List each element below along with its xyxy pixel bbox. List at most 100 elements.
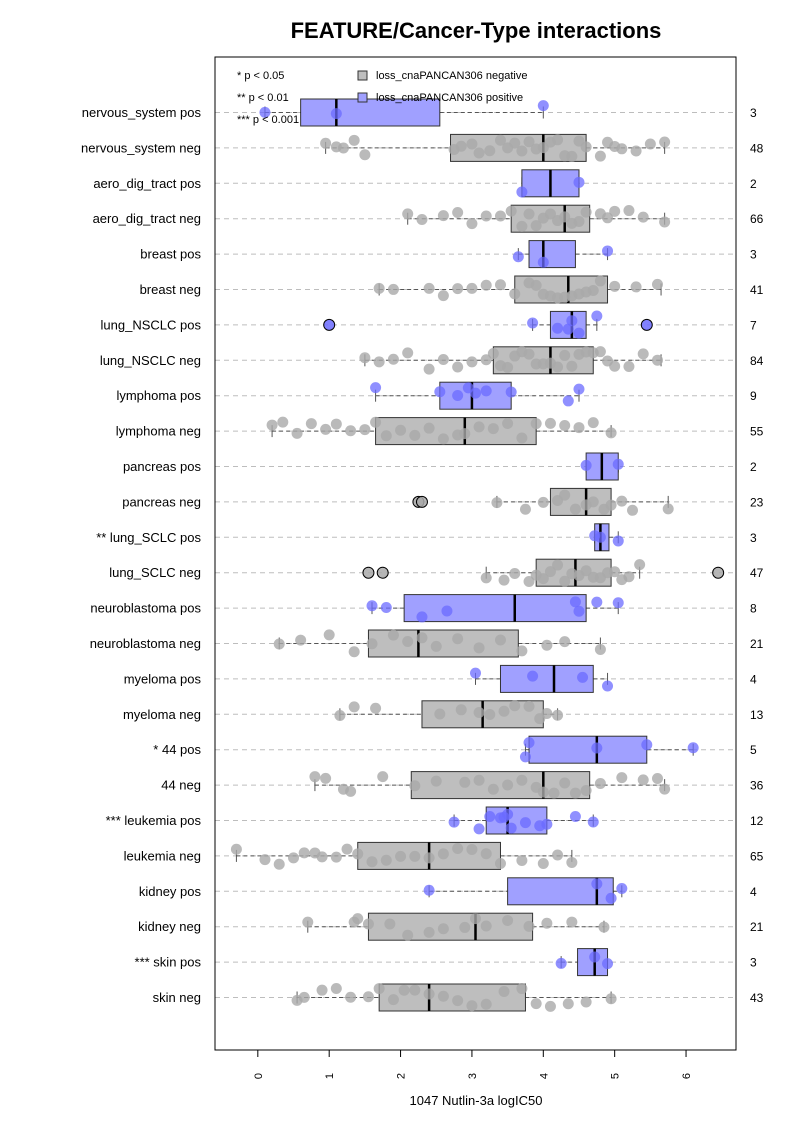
- count-label: 41: [750, 283, 764, 297]
- data-point: [337, 142, 349, 154]
- data-point: [587, 816, 599, 828]
- data-point: [537, 858, 549, 870]
- data-point: [609, 360, 621, 372]
- data-point: [494, 134, 506, 146]
- data-point: [434, 386, 446, 398]
- data-point: [466, 1000, 478, 1012]
- x-tick-label: 1: [324, 1073, 336, 1079]
- x-axis-label: 1047 Nutlin-3a logIC50: [410, 1093, 543, 1108]
- data-point: [309, 771, 321, 783]
- box: [300, 98, 441, 127]
- data-point: [552, 361, 564, 373]
- row-label: breast neg: [140, 282, 201, 297]
- count-label: 3: [750, 106, 757, 120]
- data-point: [523, 737, 535, 749]
- data-point: [345, 425, 357, 437]
- x-tick-label: 5: [610, 1073, 622, 1079]
- data-point: [377, 771, 389, 783]
- data-point: [519, 751, 531, 763]
- data-point: [370, 702, 382, 714]
- data-point: [537, 786, 549, 798]
- x-axis: 0 1 2 3 4 5 6: [253, 1049, 693, 1079]
- data-point: [395, 850, 407, 862]
- data-point: [416, 632, 428, 644]
- data-point: [366, 600, 378, 612]
- data-point: [605, 427, 617, 439]
- data-point: [302, 916, 314, 928]
- data-point: [487, 423, 499, 435]
- data-point: [320, 137, 332, 149]
- data-point: [502, 808, 514, 820]
- data-point: [409, 429, 421, 441]
- data-point: [430, 640, 442, 652]
- data-point: [298, 991, 310, 1003]
- x-tick-label: 6: [681, 1073, 693, 1079]
- data-point: [566, 150, 578, 162]
- data-point: [587, 417, 599, 429]
- data-point: [387, 353, 399, 365]
- data-point: [466, 282, 478, 294]
- data-point: [537, 573, 549, 585]
- data-point: [559, 575, 571, 587]
- data-point: [266, 419, 278, 431]
- data-point: [509, 288, 521, 300]
- data-point: [541, 917, 553, 929]
- data-point: [530, 998, 542, 1010]
- data-point: [559, 636, 571, 648]
- data-point: [402, 636, 414, 648]
- data-point: [273, 638, 285, 650]
- data-point: [480, 385, 492, 397]
- data-point: [373, 356, 385, 368]
- data-point: [259, 106, 271, 118]
- row-label: aero_dig_tract neg: [93, 211, 201, 226]
- data-point: [566, 856, 578, 868]
- x-tick-label: 0: [253, 1073, 265, 1079]
- row-label: 44 neg: [161, 778, 201, 793]
- data-point: [519, 503, 531, 515]
- data-point: [295, 634, 307, 646]
- data-point: [594, 778, 606, 790]
- data-point: [484, 145, 496, 157]
- data-point: [480, 279, 492, 291]
- data-point: [273, 858, 285, 870]
- data-point: [437, 990, 449, 1002]
- data-point: [516, 774, 528, 786]
- data-point: [580, 785, 592, 797]
- data-point: [594, 643, 606, 655]
- data-point: [430, 775, 442, 787]
- legend-entry: loss_cnaPANCAN306 positive: [376, 92, 523, 104]
- data-point: [569, 596, 581, 608]
- data-point: [587, 496, 599, 508]
- data-point: [523, 920, 535, 932]
- count-label: 2: [750, 460, 757, 474]
- data-point: [452, 206, 464, 218]
- data-point: [423, 988, 435, 1000]
- data-point: [370, 382, 382, 394]
- data-point: [459, 428, 471, 440]
- data-point: [352, 848, 364, 860]
- data-point: [487, 783, 499, 795]
- outlier-point: [362, 566, 375, 579]
- data-point: [512, 251, 524, 263]
- data-point: [523, 348, 535, 360]
- legend: * p < 0.05 ** p < 0.01 *** p < 0.001 loss_c…: [237, 70, 527, 126]
- data-point: [441, 605, 453, 617]
- data-point: [609, 566, 621, 578]
- data-point: [387, 283, 399, 295]
- data-point: [423, 926, 435, 938]
- data-point: [480, 848, 492, 860]
- data-point: [605, 499, 617, 511]
- data-point: [527, 317, 539, 329]
- data-point: [402, 208, 414, 220]
- data-point: [516, 645, 528, 657]
- count-label: 12: [750, 814, 764, 828]
- data-point: [509, 137, 521, 149]
- data-point: [559, 489, 571, 501]
- data-point: [573, 176, 585, 188]
- data-point: [544, 208, 556, 220]
- data-point: [448, 816, 460, 828]
- row-label: lymphoma pos: [116, 388, 201, 403]
- data-point: [466, 356, 478, 368]
- row-label: leukemia neg: [124, 848, 201, 863]
- data-point: [387, 994, 399, 1006]
